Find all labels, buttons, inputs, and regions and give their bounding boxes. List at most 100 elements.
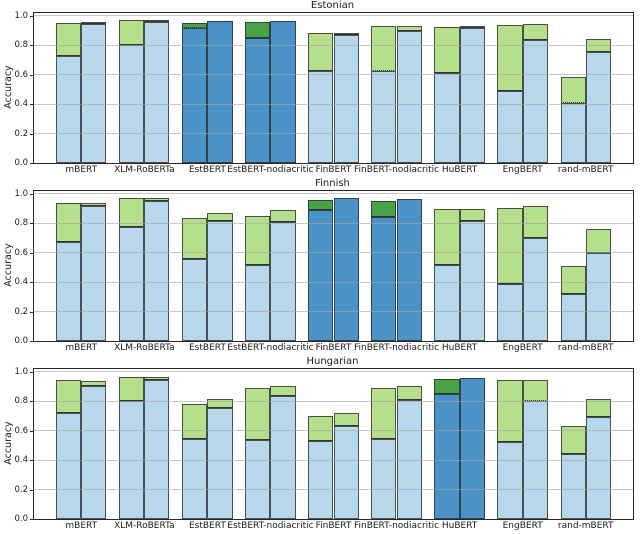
subplot-title: Estonian: [310, 0, 355, 11]
bar-segment-base: [245, 264, 271, 341]
bar-EstBERT-nodiacritic-left: [245, 13, 271, 163]
bar-segment-base: [396, 198, 422, 341]
y-tick-label: 0.4: [14, 454, 28, 465]
bar-segment-top: [56, 22, 82, 56]
bar-segment-base: [81, 206, 107, 341]
bar-segment-top: [245, 216, 271, 265]
bar-segment-base: [560, 293, 586, 341]
y-tick-label: 0.4: [14, 98, 28, 109]
y-tick-label: 0.2: [14, 128, 28, 139]
subplot-title: Hungarian: [306, 356, 359, 367]
bar-segment-top: [497, 208, 523, 284]
bar-rand-mBERT-right: [585, 13, 611, 163]
bar-segment-base: [459, 28, 485, 163]
bar-FinBERT-right: [333, 369, 359, 519]
bar-segment-top: [270, 210, 296, 223]
bar-segment-top: [585, 39, 611, 52]
y-tick-mark: [30, 104, 34, 106]
bar-segment-base: [585, 416, 611, 519]
y-tick-mark: [30, 489, 34, 491]
x-tick-label-mBERT: mBERT: [65, 343, 98, 353]
subplot-hungarian: Hungarian Accuracy 0.0 0.2 0.4 0.6 0.8 1.0 mBE…: [0, 356, 640, 534]
bar-segment-top: [207, 213, 233, 221]
bar-segment-top: [56, 380, 82, 414]
bar-segment-base: [459, 220, 485, 341]
y-tick-mark: [30, 133, 34, 135]
bar-segment-top: [245, 22, 271, 38]
bar-segment-base: [119, 45, 145, 163]
bar-segment-top: [522, 23, 548, 40]
bar-segment-base: [560, 454, 586, 519]
bar-EstBERT-nodiacritic-left: [245, 369, 271, 519]
bar-EngBERT-right: [522, 13, 548, 163]
bar-segment-top: [81, 22, 107, 24]
x-tick-label-FinBERT-nodiacritic: FinBERT-nodiacritic: [353, 521, 440, 531]
y-tick-label: 0.6: [14, 69, 28, 80]
bar-segment-top: [434, 378, 460, 395]
y-tick-label: 0.6: [14, 247, 28, 258]
bar-segment-top: [308, 200, 334, 210]
bar-segment-top: [371, 200, 397, 217]
y-tick-label: 1.0: [14, 188, 28, 199]
bar-FinBERT-nodiacritic-right: [396, 191, 422, 341]
y-tick-mark: [30, 311, 34, 313]
bar-segment-base: [270, 222, 296, 341]
bar-segment-base: [56, 55, 82, 163]
y-tick-mark: [30, 252, 34, 254]
y-tick-mark: [30, 341, 34, 342]
bar-HuBERT-left: [434, 191, 460, 341]
y-tick-mark: [30, 282, 34, 284]
bar-EstBERT-nodiacritic-right: [270, 369, 296, 519]
bar-HuBERT-right: [459, 191, 485, 341]
bar-segment-base: [182, 258, 208, 341]
bar-segment-top: [396, 25, 422, 31]
bar-segment-top: [81, 381, 107, 386]
y-axis-label: Accuracy: [3, 243, 14, 287]
y-tick-mark: [30, 15, 34, 17]
bar-mBERT-right: [81, 13, 107, 163]
bar-segment-top: [371, 388, 397, 440]
bar-segment-base: [270, 21, 296, 163]
y-tick-label: 1.0: [14, 10, 28, 21]
bar-EstBERT-left: [182, 191, 208, 341]
bar-EstBERT-nodiacritic-left: [245, 191, 271, 341]
bar-mBERT-right: [81, 369, 107, 519]
bar-segment-top: [333, 413, 359, 426]
bar-mBERT-left: [56, 13, 82, 163]
x-tick-label-EngBERT: EngBERT: [502, 165, 543, 175]
y-tick-label: 1.0: [14, 366, 28, 377]
bar-segment-base: [459, 378, 485, 519]
x-tick-label-rand-mBERT: rand-mBERT: [557, 521, 614, 531]
bar-segment-base: [585, 253, 611, 341]
bar-segment-base: [182, 28, 208, 163]
bar-segment-top: [560, 76, 586, 104]
bar-FinBERT-right: [333, 191, 359, 341]
bar-segment-top: [522, 380, 548, 402]
bar-segment-top: [182, 404, 208, 439]
bar-EngBERT-right: [522, 191, 548, 341]
x-tick-label-HuBERT: HuBERT: [441, 165, 478, 175]
x-tick-label-XLM-RoBERTa: XLM-RoBERTa: [114, 343, 175, 353]
x-tick-label-FinBERT-nodiacritic: FinBERT-nodiacritic: [353, 343, 440, 353]
y-tick-mark: [30, 45, 34, 47]
bar-FinBERT-left: [308, 191, 334, 341]
bar-rand-mBERT-left: [560, 369, 586, 519]
bar-segment-base: [371, 71, 397, 163]
bar-segment-base: [144, 21, 170, 163]
x-tick-label-FinBERT: FinBERT: [315, 165, 352, 175]
bar-segment-base: [245, 37, 271, 163]
y-tick-label: 0.2: [14, 484, 28, 495]
y-tick-mark: [30, 74, 34, 76]
bar-segment-top: [497, 25, 523, 91]
bar-segment-base: [56, 241, 82, 341]
plot-area: 0.0 0.2 0.4 0.6 0.8 1.0 mBERT XLM-RoBERTa EstBER…: [14, 190, 634, 353]
y-axis-label: Accuracy: [3, 421, 14, 465]
bar-HuBERT-right: [459, 369, 485, 519]
bar-segment-base: [207, 407, 233, 519]
y-tick-mark: [30, 519, 34, 520]
y-tick-label: 0.0: [14, 335, 28, 346]
bar-segment-top: [459, 208, 485, 221]
bar-segment-top: [182, 23, 208, 29]
subplot-finnish: Finnish Accuracy 0.0 0.2 0.4 0.6 0.8 1.0 mBERT…: [0, 178, 640, 356]
bar-segment-top: [144, 198, 170, 201]
